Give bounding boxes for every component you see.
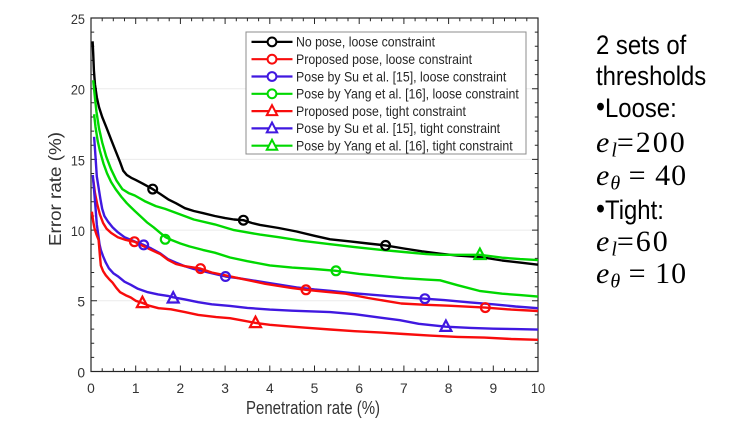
svg-text:25: 25 — [71, 12, 85, 27]
svg-text:7: 7 — [400, 381, 408, 396]
svg-text:Proposed pose, loose constrain: Proposed pose, loose constraint — [296, 52, 472, 67]
svg-text:3: 3 — [221, 381, 229, 396]
svg-text:10: 10 — [531, 381, 546, 396]
svg-text:1: 1 — [132, 381, 140, 396]
svg-text:10: 10 — [71, 224, 85, 239]
svg-text:8: 8 — [445, 381, 453, 396]
svg-text:6: 6 — [355, 381, 363, 396]
svg-text:No pose, loose constraint: No pose, loose constraint — [296, 35, 435, 50]
svg-text:0: 0 — [87, 381, 95, 396]
svg-text:Pose by Su et al. [15], loose: Pose by Su et al. [15], loose constraint — [296, 69, 506, 84]
svg-text:15: 15 — [71, 153, 85, 168]
svg-text:4: 4 — [266, 381, 274, 396]
svg-text:5: 5 — [311, 381, 319, 396]
svg-text:Pose by Su et al. [15], tight: Pose by Su et al. [15], tight constraint — [296, 121, 500, 136]
svg-text:Pose by Yang et al. [16], tigh: Pose by Yang et al. [16], tight constrai… — [296, 139, 513, 154]
svg-text:Proposed pose, tight constrain: Proposed pose, tight constraint — [296, 104, 466, 119]
svg-text:5: 5 — [77, 295, 85, 310]
svg-text:Error rate (%): Error rate (%) — [45, 132, 65, 246]
svg-text:0: 0 — [77, 365, 85, 380]
svg-text:Pose by Yang et al. [16], loos: Pose by Yang et al. [16], loose constrai… — [296, 87, 519, 102]
svg-text:2: 2 — [177, 381, 185, 396]
svg-text:Penetration rate (%): Penetration rate (%) — [246, 398, 380, 418]
svg-text:9: 9 — [489, 381, 497, 396]
svg-text:20: 20 — [71, 83, 85, 98]
